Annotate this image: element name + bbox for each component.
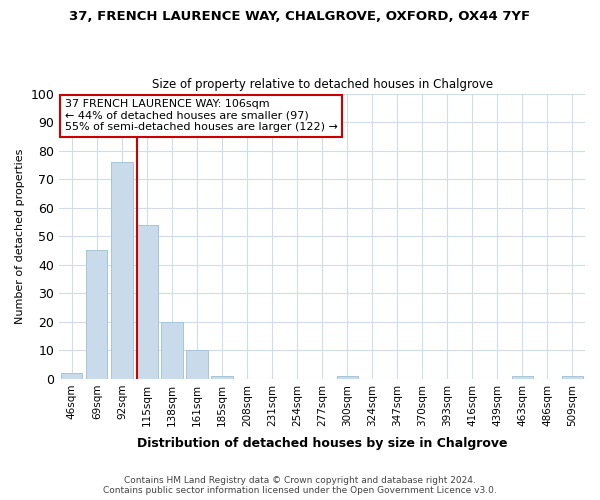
Bar [211,376,233,379]
Bar [337,376,358,379]
Bar [187,350,208,379]
Y-axis label: Number of detached properties: Number of detached properties [15,148,25,324]
Bar [136,225,158,379]
Bar [512,376,533,379]
Title: Size of property relative to detached houses in Chalgrove: Size of property relative to detached ho… [152,78,493,91]
X-axis label: Distribution of detached houses by size in Chalgrove: Distribution of detached houses by size … [137,437,508,450]
Text: 37 FRENCH LAURENCE WAY: 106sqm
← 44% of detached houses are smaller (97)
55% of : 37 FRENCH LAURENCE WAY: 106sqm ← 44% of … [65,100,337,132]
Bar [61,373,82,379]
Bar [111,162,133,379]
Bar [86,250,107,379]
Text: Contains HM Land Registry data © Crown copyright and database right 2024.
Contai: Contains HM Land Registry data © Crown c… [103,476,497,495]
Text: 37, FRENCH LAURENCE WAY, CHALGROVE, OXFORD, OX44 7YF: 37, FRENCH LAURENCE WAY, CHALGROVE, OXFO… [70,10,530,23]
Bar [562,376,583,379]
Bar [161,322,182,379]
